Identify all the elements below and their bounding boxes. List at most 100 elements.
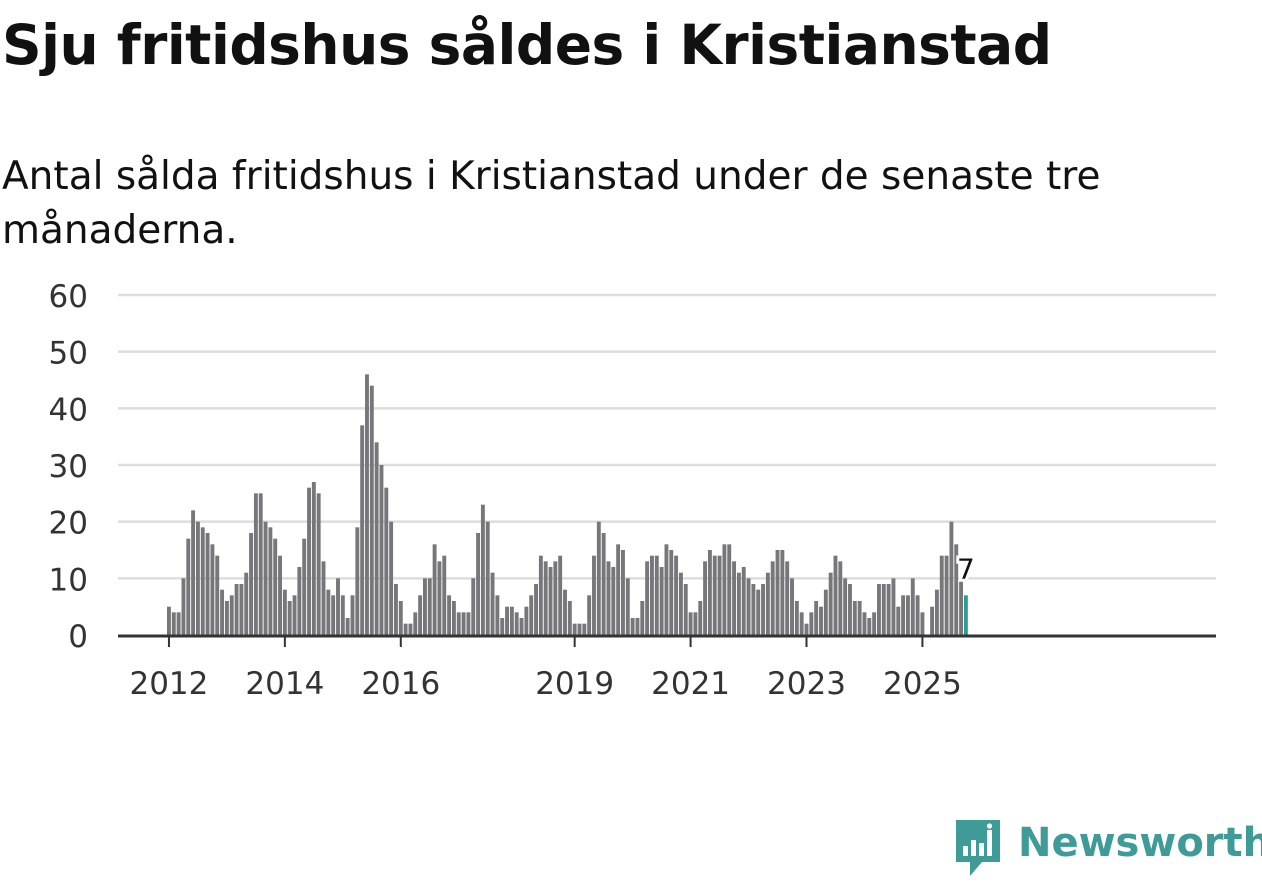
bar: [959, 578, 964, 635]
bar: [741, 567, 746, 635]
bar: [379, 465, 384, 635]
bar: [360, 425, 365, 635]
bar: [495, 595, 500, 635]
bar: [891, 578, 896, 635]
bar: [331, 595, 336, 635]
bar: [215, 555, 220, 635]
bar: [587, 595, 592, 635]
bar: [601, 533, 606, 635]
bar: [939, 555, 944, 635]
bar: [954, 544, 959, 635]
bar: [683, 584, 688, 635]
x-tick-label: 2016: [361, 666, 440, 700]
bar: [833, 555, 838, 635]
x-tick-label: 2023: [767, 666, 846, 700]
bar: [422, 578, 427, 635]
bar: [167, 606, 171, 635]
bar: [905, 595, 910, 635]
bar: [432, 544, 437, 635]
bar: [930, 606, 935, 635]
bar: [340, 595, 345, 635]
bar: [674, 555, 679, 635]
bar: [707, 550, 712, 635]
y-tick-label: 30: [49, 449, 88, 485]
bar: [398, 601, 403, 635]
bar: [558, 555, 563, 635]
bar: [877, 584, 881, 635]
y-tick-label: 60: [49, 279, 88, 315]
bar: [253, 493, 258, 635]
bar: [374, 442, 379, 635]
bar: [843, 578, 848, 635]
bar: [799, 612, 804, 635]
x-tick-label: 2019: [535, 666, 614, 700]
bar: [302, 538, 307, 635]
bar: [191, 510, 196, 635]
bar: [867, 618, 872, 635]
bar: [712, 555, 717, 635]
bar: [268, 527, 273, 635]
bar: [814, 601, 819, 635]
bar: [461, 612, 466, 635]
bar: [886, 584, 891, 635]
bar: [621, 550, 625, 635]
bar: [790, 578, 794, 635]
bar: [316, 493, 321, 635]
bar: [200, 527, 205, 635]
bar: [804, 623, 809, 635]
bar: [722, 544, 727, 635]
bar: [794, 601, 799, 635]
bar: [176, 612, 181, 635]
x-tick-label: 2012: [129, 666, 208, 700]
y-tick-label: 10: [49, 562, 88, 598]
bar: [234, 584, 239, 635]
bar: [244, 572, 249, 635]
bar: [292, 595, 297, 635]
bar: [572, 623, 577, 635]
y-tick-label: 40: [49, 392, 88, 428]
bar: [823, 589, 828, 635]
bar: [828, 572, 833, 635]
bar: [809, 612, 814, 635]
bar: [727, 544, 732, 635]
bar: [736, 572, 741, 635]
bar: [500, 618, 505, 635]
bar: [229, 595, 234, 635]
x-tick-label: 2014: [245, 666, 324, 700]
bar: [273, 538, 278, 635]
bar: [934, 589, 939, 635]
bar: [640, 601, 645, 635]
bar: [751, 584, 756, 635]
x-tick-label: 2021: [651, 666, 730, 700]
bar: [770, 561, 775, 635]
bar: [915, 595, 920, 635]
bar: [224, 601, 229, 635]
bar: [239, 584, 244, 635]
bar: [659, 567, 664, 635]
bar: [171, 612, 176, 635]
bar: [852, 601, 857, 635]
bar: [664, 544, 669, 635]
chart-subtitle: Antal sålda fritidshus i Kristianstad un…: [2, 154, 1101, 253]
bar: [403, 623, 408, 635]
bar: [350, 595, 355, 635]
bar: [910, 578, 915, 635]
bar: [785, 561, 790, 635]
bar: [872, 612, 877, 635]
bar: [901, 595, 906, 635]
bar: [447, 595, 452, 635]
bar: [326, 589, 331, 635]
bar: [596, 521, 601, 635]
bar: [678, 572, 683, 635]
bar: [819, 606, 823, 635]
bar: [611, 567, 616, 635]
bar: [413, 612, 418, 635]
brand-logo: Newsworthy: [952, 818, 1262, 878]
bar: [249, 533, 254, 635]
bar: [944, 555, 949, 635]
bar: [365, 374, 369, 635]
bar: [761, 584, 765, 635]
bar: [210, 544, 215, 635]
bar-highlight: [963, 595, 968, 635]
bar: [650, 555, 654, 635]
